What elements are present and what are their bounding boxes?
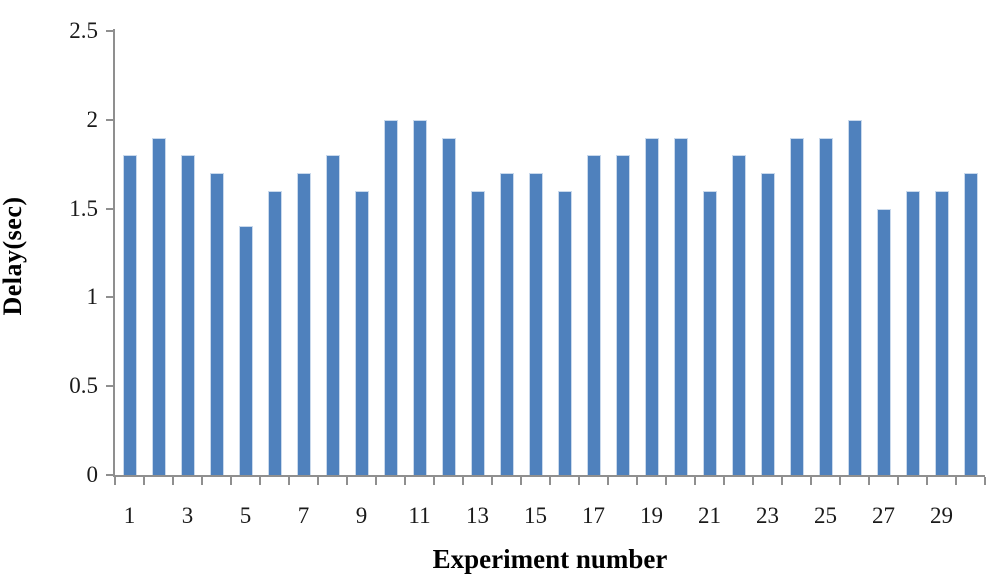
x-tick-mark xyxy=(868,477,870,485)
x-tick-mark xyxy=(607,477,609,485)
y-tick-mark xyxy=(106,296,114,299)
x-tick-mark xyxy=(317,477,319,485)
x-tick-label: 17 xyxy=(582,503,605,528)
bar xyxy=(760,173,775,475)
x-tick-label: 11 xyxy=(408,503,431,528)
x-tick-mark xyxy=(810,477,812,485)
x-tick-mark xyxy=(694,477,696,485)
x-tick-label: 23 xyxy=(756,503,779,528)
x-tick-label: 19 xyxy=(640,503,663,528)
bar xyxy=(151,137,166,475)
x-tick-mark xyxy=(955,477,957,485)
x-tick-mark xyxy=(636,477,638,485)
x-tick-mark xyxy=(723,477,725,485)
bar xyxy=(934,190,949,475)
y-axis-line xyxy=(113,29,115,477)
x-tick-label: 9 xyxy=(355,503,368,528)
y-tick-label: 1 xyxy=(86,284,99,310)
bar xyxy=(528,173,543,475)
x-tick-label: 7 xyxy=(297,503,310,528)
x-tick-mark xyxy=(201,477,203,485)
x-tick-mark xyxy=(926,477,928,485)
x-tick-mark xyxy=(839,477,841,485)
x-tick-mark xyxy=(462,477,464,485)
y-tick-label: 0.5 xyxy=(69,373,98,399)
x-tick-mark xyxy=(549,477,551,485)
bar xyxy=(296,173,311,475)
x-tick-mark xyxy=(665,477,667,485)
y-tick-mark xyxy=(106,474,114,476)
bar xyxy=(238,226,253,475)
bar xyxy=(122,155,137,475)
bar xyxy=(673,137,688,475)
y-tick-label: 2 xyxy=(86,106,99,132)
bar xyxy=(180,155,195,475)
bar xyxy=(615,155,630,475)
bar xyxy=(383,119,398,475)
x-tick-mark xyxy=(433,477,435,485)
x-tick-mark xyxy=(404,477,406,485)
bar xyxy=(267,190,282,475)
x-tick-label: 27 xyxy=(872,503,895,528)
x-tick-label: 29 xyxy=(930,503,953,528)
x-tick-label: 21 xyxy=(698,503,721,528)
bar xyxy=(876,208,891,475)
x-tick-mark xyxy=(984,477,986,485)
bar xyxy=(847,119,862,475)
x-tick-mark xyxy=(578,477,580,485)
bar xyxy=(499,173,514,475)
x-tick-label: 5 xyxy=(239,503,252,528)
bar xyxy=(209,173,224,475)
bar xyxy=(905,190,920,475)
y-tick-mark xyxy=(106,207,114,210)
x-axis-title: Experiment number xyxy=(432,544,668,574)
x-tick-label: 13 xyxy=(466,503,489,528)
x-tick-mark xyxy=(781,477,783,485)
bar xyxy=(441,137,456,475)
x-tick-mark xyxy=(288,477,290,485)
x-tick-mark xyxy=(346,477,348,485)
bar xyxy=(963,173,978,475)
bar xyxy=(354,190,369,475)
y-axis-title: Delay(sec) xyxy=(0,196,27,316)
x-tick-mark xyxy=(143,477,145,485)
x-tick-label: 15 xyxy=(524,503,547,528)
x-axis-line xyxy=(113,475,985,477)
bar xyxy=(586,155,601,475)
bar xyxy=(702,190,717,475)
y-tick-mark xyxy=(106,385,114,388)
bar xyxy=(557,190,572,475)
x-tick-label: 3 xyxy=(181,503,194,528)
bar xyxy=(470,190,485,475)
x-tick-mark xyxy=(752,477,754,485)
bar xyxy=(325,155,340,475)
bar xyxy=(412,119,427,475)
y-tick-label: 0 xyxy=(86,462,99,487)
x-tick-mark xyxy=(114,477,116,485)
bar xyxy=(731,155,746,475)
y-tick-label: 1.5 xyxy=(69,195,98,221)
y-tick-mark xyxy=(106,118,114,121)
x-tick-mark xyxy=(259,477,261,485)
x-tick-label: 1 xyxy=(123,503,136,528)
y-tick-label: 2.5 xyxy=(69,18,98,43)
x-tick-mark xyxy=(897,477,899,485)
x-tick-mark xyxy=(375,477,377,485)
x-tick-mark xyxy=(520,477,522,485)
y-tick-mark xyxy=(106,30,114,32)
x-tick-mark xyxy=(491,477,493,485)
x-tick-mark xyxy=(172,477,174,485)
x-tick-mark xyxy=(230,477,232,485)
bar xyxy=(818,137,833,475)
bar xyxy=(644,137,659,475)
x-tick-label: 25 xyxy=(814,503,837,528)
bar xyxy=(789,137,804,475)
